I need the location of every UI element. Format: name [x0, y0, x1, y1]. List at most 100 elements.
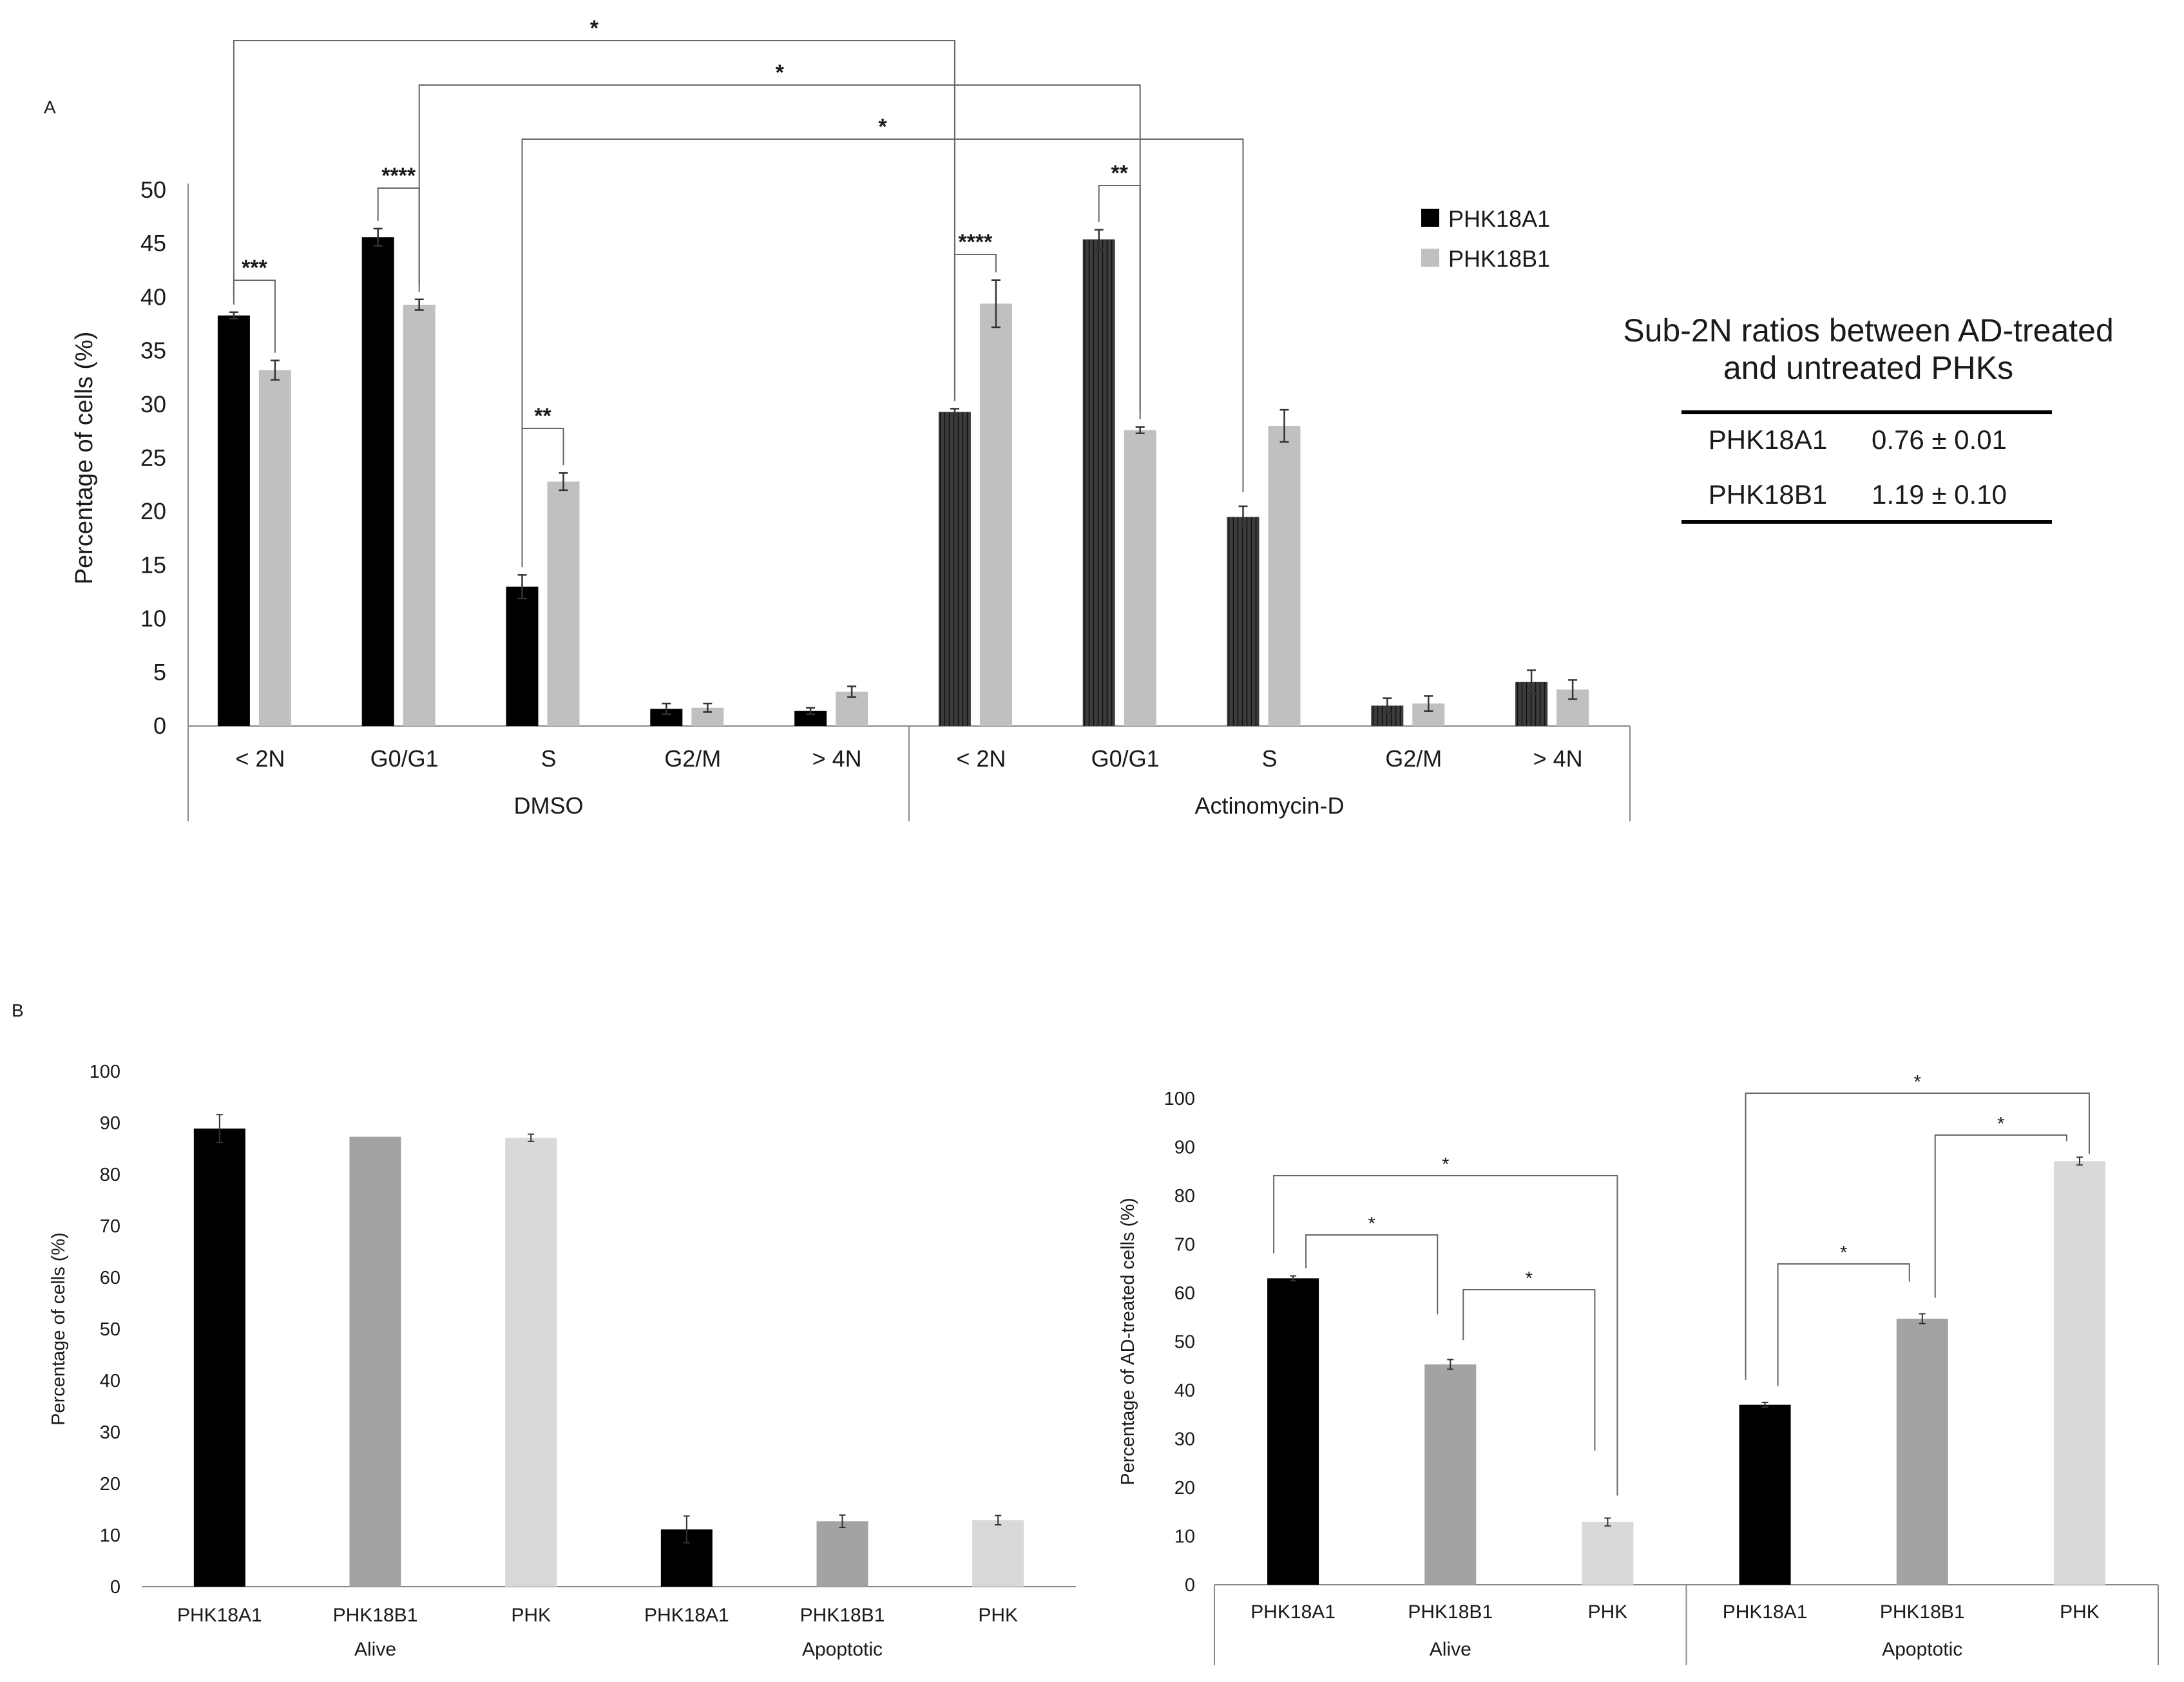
table-row-2-value: 1.19 ± 0.10	[1872, 479, 2007, 510]
x-tick-label-apoptotic-phk: PHK	[2060, 1601, 2100, 1623]
bar-dmso-2n-phk18a1	[218, 316, 250, 726]
chart-b-left: B 0 10 20 30 40 50 60 70 80 90 100 Percentage of cel…	[12, 1000, 1076, 1660]
significance-bracket-cross-2	[419, 85, 1140, 413]
y-tick-label-90: 90	[1174, 1138, 1195, 1158]
bar-dmso-g0-g1-phk18a1	[362, 237, 394, 726]
y-axis-title: Percentage of cells (%)	[48, 1232, 69, 1426]
table-title-line1: Sub-2N ratios between AD-treated	[1623, 312, 2114, 349]
significance-bracket-2	[1463, 1290, 1595, 1451]
bar-apoptotic-phk18a1	[1739, 1405, 1791, 1585]
x-tick-label-apoptotic-phk: PHK	[978, 1605, 1018, 1626]
significance-bracket-within-2-label: ****	[381, 164, 416, 188]
x-tick-label-actinomycin-d-4n: > 4N	[1533, 745, 1583, 772]
y-tick-label-30: 30	[140, 391, 166, 417]
y-tick-label-30: 30	[100, 1422, 120, 1443]
y-tick-label-0: 0	[110, 1577, 120, 1598]
bar-actinomycin-d-s-phk18a1	[1227, 517, 1260, 726]
bar-actinomycin-d-2n-phk18b1	[980, 303, 1012, 726]
y-tick-label-40: 40	[140, 283, 166, 310]
x-tick-label-alive-phk18b1: PHK18B1	[333, 1605, 418, 1626]
bar-actinomycin-d-s-phk18b1	[1269, 426, 1301, 726]
y-tick-label-60: 60	[100, 1268, 120, 1288]
bar-actinomycin-d-2n-phk18a1	[939, 412, 971, 726]
y-tick-label-20: 20	[140, 498, 166, 524]
x-tick-label-alive-phk: PHK	[511, 1605, 551, 1626]
figure-canvas: A05101520253035404550Percentage of cells…	[0, 0, 2184, 1682]
x-tick-label-alive-phk18b1: PHK18B1	[1408, 1601, 1493, 1623]
significance-bracket-4-label: *	[1840, 1243, 1847, 1263]
x-tick-label-alive-phk: PHK	[1588, 1601, 1628, 1623]
bar-dmso-s-phk18b1	[548, 482, 580, 726]
panel-label-b: B	[12, 1000, 24, 1020]
significance-bracket-within-1-label: ***	[242, 256, 267, 280]
significance-bracket-cross-2-label: *	[776, 61, 785, 85]
y-tick-label-20: 20	[100, 1474, 120, 1495]
y-tick-label-40: 40	[100, 1371, 120, 1391]
x-tick-label-alive-phk18a1: PHK18A1	[1250, 1601, 1336, 1623]
y-tick-label-40: 40	[1174, 1381, 1195, 1401]
x-tick-label-apoptotic-phk18a1: PHK18A1	[1723, 1601, 1808, 1623]
y-tick-label-5: 5	[153, 659, 166, 685]
x-tick-label-apoptotic-phk18a1: PHK18A1	[644, 1605, 729, 1626]
x-tick-label-actinomycin-d-2n: < 2N	[956, 745, 1006, 772]
group-label-dmso: DMSO	[514, 792, 584, 819]
chart-b-right: 0102030405060708090100Percentage of AD-t…	[1118, 1072, 2158, 1665]
legend-label-phk18b1: PHK18B1	[1448, 245, 1550, 272]
y-tick-label-90: 90	[100, 1113, 120, 1134]
bar-alive-phk18b1	[350, 1137, 401, 1587]
table-row-2-name: PHK18B1	[1709, 479, 1827, 510]
significance-bracket-cross-1-label: *	[590, 16, 599, 41]
y-tick-label-50: 50	[140, 177, 166, 203]
bar-alive-phk18b1	[1424, 1364, 1476, 1585]
group-label-alive: Alive	[354, 1639, 396, 1660]
x-tick-label-actinomycin-d-g2-m: G2/M	[1385, 745, 1442, 772]
group-label-apoptotic: Apoptotic	[1882, 1639, 1962, 1660]
y-tick-label-25: 25	[140, 444, 166, 471]
y-tick-label-0: 0	[153, 712, 166, 739]
significance-bracket-6-label: *	[1914, 1072, 1921, 1093]
y-tick-label-45: 45	[140, 230, 166, 256]
legend-label-phk18a1: PHK18A1	[1448, 205, 1550, 232]
y-tick-label-10: 10	[1174, 1527, 1195, 1547]
y-tick-label-15: 15	[140, 551, 166, 578]
y-tick-label-35: 35	[140, 338, 166, 364]
y-tick-label-60: 60	[1174, 1283, 1195, 1304]
x-tick-label-dmso-s: S	[541, 745, 556, 772]
significance-bracket-1-label: *	[1368, 1214, 1375, 1234]
group-label-alive: Alive	[1430, 1639, 1471, 1660]
y-axis-title: Percentage of cells (%)	[71, 332, 98, 585]
y-tick-label-100: 100	[1164, 1089, 1195, 1109]
y-tick-label-0: 0	[1185, 1575, 1195, 1596]
legend-swatch-phk18a1	[1421, 209, 1439, 227]
x-tick-label-dmso-g0-g1: G0/G1	[370, 745, 439, 772]
y-tick-label-50: 50	[100, 1319, 120, 1340]
legend-swatch-phk18b1	[1421, 249, 1439, 267]
chart-a: A 0 5 10 15 20 25 30 35 40 45 50 Percentage of cells…	[44, 16, 1630, 821]
group-label-actinomycin-d: Actinomycin-D	[1194, 792, 1344, 819]
bar-apoptotic-phk	[2054, 1161, 2105, 1585]
y-axis-title: Percentage of AD-treated cells (%)	[1118, 1198, 1138, 1485]
x-tick-label-actinomycin-d-s: S	[1261, 745, 1277, 772]
bar-dmso-2n-phk18b1	[259, 370, 291, 726]
y-tick-label-20: 20	[1174, 1478, 1195, 1498]
bar-actinomycin-d-g0-g1-phk18b1	[1124, 430, 1156, 726]
bar-dmso-g0-g1-phk18b1	[403, 305, 436, 726]
significance-bracket-cross-3-label: *	[878, 115, 887, 139]
significance-bracket-3-label: *	[1442, 1154, 1449, 1175]
bar-dmso-s-phk18a1	[506, 587, 539, 726]
table-row-1-name: PHK18A1	[1709, 425, 1827, 455]
significance-bracket-5-label: *	[1997, 1114, 2004, 1134]
bar-alive-phk18a1	[1267, 1278, 1319, 1585]
y-tick-label-100: 100	[90, 1062, 120, 1082]
significance-bracket-within-4-label: ****	[958, 230, 993, 254]
y-tick-label-10: 10	[140, 606, 166, 632]
x-tick-label-apoptotic-phk18b1: PHK18B1	[800, 1605, 885, 1626]
y-tick-label-10: 10	[100, 1525, 120, 1546]
bar-actinomycin-d-g0-g1-phk18a1	[1083, 240, 1115, 726]
y-tick-label-80: 80	[1174, 1186, 1195, 1207]
x-tick-label-alive-phk18a1: PHK18A1	[177, 1605, 262, 1626]
significance-bracket-cross-1	[234, 41, 955, 394]
bar-apoptotic-phk18b1	[1897, 1319, 1948, 1585]
table-row-1-value: 0.76 ± 0.01	[1872, 425, 2007, 455]
table-title-line2: and untreated PHKs	[1723, 350, 2013, 386]
